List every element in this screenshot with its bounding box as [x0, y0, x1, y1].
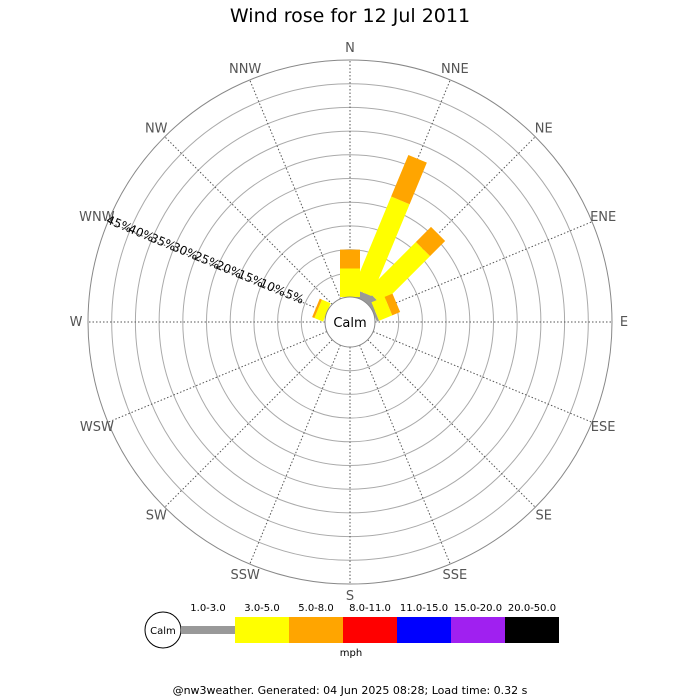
- direction-label-ene: ENE: [590, 210, 616, 225]
- legend-swatch-20.0-50.0: [505, 617, 559, 643]
- wind-bar-wnw-5.0-8.0: [312, 298, 322, 319]
- direction-label-ese: ESE: [591, 420, 616, 435]
- speed-legend: Calm 1.0-3.0 3.0-5.0 5.0-8.0 8.0-11.0 11.0-15…: [144, 603, 559, 649]
- grid-ring: [182, 154, 518, 490]
- direction-label-sse: SSE: [442, 568, 467, 583]
- legend-range-label: 3.0-5.0: [244, 603, 279, 614]
- legend-swatch-3.0-5.0: [235, 617, 289, 643]
- direction-label-ne: NE: [535, 121, 553, 136]
- legend-swatch-5.0-8.0: [289, 617, 343, 643]
- chart-title: Wind rose for 12 Jul 2011: [229, 5, 471, 27]
- direction-label-wnw: WNW: [79, 210, 115, 225]
- wind-bar-wnw-3.0-5.0: [314, 299, 331, 322]
- direction-label-nne: NNE: [441, 62, 469, 77]
- legend-swatch-1.0-3.0: [181, 626, 235, 634]
- direction-label-nnw: NNW: [229, 62, 261, 77]
- direction-label-n: N: [345, 41, 355, 56]
- grid-ring: [87, 59, 613, 585]
- wind-bar-nne-5.0-8.0: [391, 154, 427, 205]
- legend-unit-label: mph: [339, 648, 363, 659]
- direction-spoke: [249, 344, 341, 565]
- radial-tick-label: 45%: [104, 213, 134, 236]
- wind-bar-ne-3.0-5.0: [367, 241, 431, 305]
- legend-range-label: 11.0-15.0: [400, 603, 448, 614]
- direction-spoke: [164, 339, 333, 508]
- direction-spoke: [249, 79, 341, 300]
- calm-circle: [324, 296, 376, 348]
- legend-swatch-11.0-15.0: [397, 617, 451, 643]
- wind-bar-n-5.0-8.0: [340, 249, 360, 269]
- direction-spoke: [107, 221, 328, 313]
- direction-label-ssw: SSW: [230, 568, 260, 583]
- legend-swatch-15.0-20.0: [451, 617, 505, 643]
- wind-bar-n-3.0-5.0: [340, 268, 360, 297]
- calm-center: Calm: [324, 296, 376, 348]
- direction-spoke: [367, 339, 536, 508]
- legend-range-label: 20.0-50.0: [508, 603, 556, 614]
- direction-spoke: [372, 221, 593, 313]
- wind-bar-ene-3.0-5.0: [371, 296, 393, 321]
- direction-spoke: [372, 331, 593, 423]
- direction-spoke: [164, 136, 333, 305]
- direction-label-e: E: [620, 315, 628, 330]
- direction-label-w: W: [70, 315, 83, 330]
- legend-calm-label: Calm: [150, 626, 176, 637]
- wind-bar-ne-5.0-8.0: [415, 226, 446, 257]
- direction-label-sw: SW: [146, 509, 167, 524]
- grid-ring: [206, 178, 494, 466]
- wind-bar-ene-1.0-3.0: [369, 302, 380, 322]
- direction-label-wsw: WSW: [80, 420, 114, 435]
- footer-text: @nw3weather. Generated: 04 Jun 2025 08:2…: [172, 684, 528, 697]
- direction-label-se: SE: [536, 509, 552, 524]
- legend-range-label: 5.0-8.0: [298, 603, 333, 614]
- direction-labels: N NNE NE ENE E ESE SE SSE S SSW SW WSW W WNW NW NNW: [70, 41, 629, 604]
- wind-bar-ene-5.0-8.0: [384, 293, 401, 316]
- direction-spoke: [359, 344, 451, 565]
- direction-label-nw: NW: [145, 121, 168, 136]
- direction-spoke: [107, 331, 328, 423]
- legend-swatch-8.0-11.0: [343, 617, 397, 643]
- legend-range-label: 8.0-11.0: [349, 603, 391, 614]
- wind-bars: [312, 154, 446, 322]
- wind-bar-nne-3.0-5.0: [353, 196, 410, 297]
- calm-label: Calm: [333, 316, 366, 331]
- legend-range-label: 1.0-3.0: [190, 603, 225, 614]
- legend-range-label: 15.0-20.0: [454, 603, 502, 614]
- direction-label-s: S: [346, 589, 354, 604]
- radial-tick-label: 5%: [283, 287, 306, 307]
- grid-ring: [111, 83, 589, 561]
- radial-tick-labels: 5%10%15%20%25%30%35%40%45%: [104, 213, 306, 307]
